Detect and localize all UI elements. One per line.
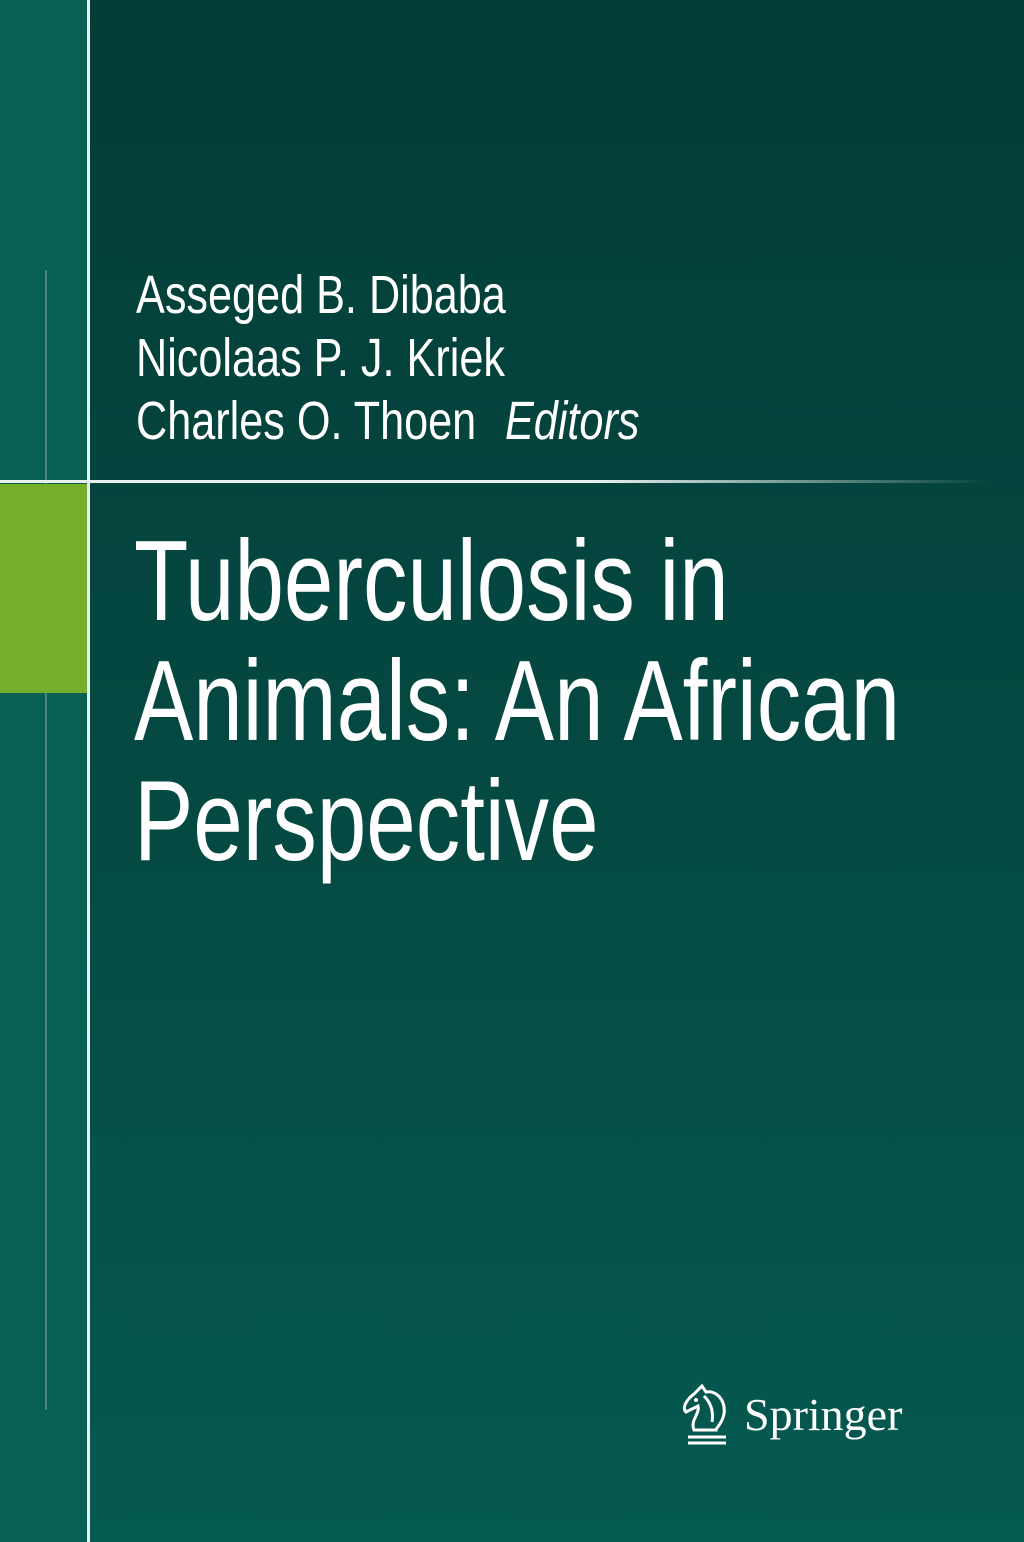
- author-name: Asseged B. Dibaba: [136, 265, 506, 325]
- title-line: Animals: An African: [134, 638, 901, 765]
- left-strip: [0, 0, 87, 1542]
- thin-vertical-rule: [45, 270, 47, 1410]
- author-list: Asseged B. Dibaba Nicolaas P. J. Kriek C…: [136, 264, 639, 453]
- horizontal-rule: [0, 480, 990, 483]
- title-line: Tuberculosis in: [134, 518, 729, 645]
- springer-horse-icon: [682, 1383, 726, 1445]
- editors-label: Editors: [504, 391, 640, 451]
- book-title: Tuberculosis in Animals: An African Pers…: [134, 522, 900, 882]
- publisher-logo: Springer: [680, 1382, 902, 1446]
- accent-block: [0, 484, 87, 693]
- publisher-name: Springer: [744, 1388, 903, 1440]
- author-name: Charles O. Thoen: [136, 391, 477, 451]
- author-name: Nicolaas P. J. Kriek: [136, 328, 505, 388]
- title-line: Perspective: [134, 758, 599, 885]
- vertical-rule: [87, 0, 90, 1542]
